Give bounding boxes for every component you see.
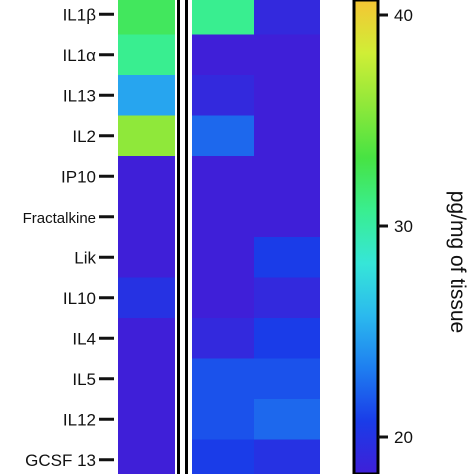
gap-border (177, 0, 180, 474)
heatmap-cell (192, 34, 254, 75)
heatmap-cell (254, 318, 320, 359)
colorbar-gradient (352, 0, 380, 474)
row-label: IP10 (61, 167, 96, 186)
heatmap-cell (192, 318, 254, 359)
heatmap-cell (254, 277, 320, 318)
row-label: IL1α (63, 46, 97, 65)
row-label: Lik (74, 248, 96, 267)
heatmap-cell (118, 115, 175, 156)
gap-border (185, 0, 188, 474)
colorbar-ticks: 20 30 40 (378, 6, 413, 447)
heatmap-cell (118, 399, 175, 440)
heatmap-cell (192, 237, 254, 278)
heatmap-cell (192, 196, 254, 237)
heatmap-cell (254, 115, 320, 156)
colorbar (352, 0, 380, 474)
row-label: IL10 (63, 289, 96, 308)
row-label: GCSF 13 (25, 451, 96, 470)
heatmap-cell (192, 439, 254, 474)
colorbar-label: pg/mg of tissue (446, 191, 469, 333)
heatmap-cell (192, 358, 254, 399)
colorbar-tick-label: 20 (394, 428, 413, 447)
heatmap-cell (192, 399, 254, 440)
heatmap-cell (192, 75, 254, 116)
row-labels: IL1β IL1α IL13 IL2 IP10 Fractalkine Lik IL10 IL4… (23, 5, 114, 470)
heatmap-cell (118, 196, 175, 237)
heatmap-cell (254, 34, 320, 75)
heatmap-cell (254, 0, 320, 35)
heatmap-cell (118, 0, 175, 35)
heatmap-cell (254, 196, 320, 237)
heatmap-cell (254, 399, 320, 440)
heatmap-cell (118, 75, 175, 116)
colorbar-tick-label: 40 (394, 6, 413, 25)
heatmap-cell (192, 0, 254, 35)
row-label: IL5 (72, 370, 96, 389)
heatmap-cell (192, 277, 254, 318)
colorbar-tick-label: 30 (394, 217, 413, 236)
heatmap-cell (192, 115, 254, 156)
row-label: IL13 (63, 86, 96, 105)
heatmap-cell (118, 318, 175, 359)
column-separators (177, 0, 188, 474)
heatmap-cell (192, 156, 254, 197)
heatmap-cell (254, 237, 320, 278)
heatmap-cell (118, 277, 175, 318)
row-label: IL4 (72, 329, 96, 348)
heatmap-cell (254, 156, 320, 197)
heatmap-cell (254, 358, 320, 399)
heatmap-cell (118, 237, 175, 278)
heatmap-cell (254, 75, 320, 116)
row-label: IL12 (63, 410, 96, 429)
row-label: Fractalkine (23, 210, 96, 227)
row-label: IL2 (72, 127, 96, 146)
heatmap-cell (118, 439, 175, 474)
column-gap (180, 0, 188, 474)
heatmap-cells (118, 0, 320, 474)
heatmap-cell (118, 34, 175, 75)
heatmap-cell (118, 358, 175, 399)
heatmap-cell (254, 439, 320, 474)
row-label: IL1β (63, 5, 97, 24)
heatmap-cell (118, 156, 175, 197)
